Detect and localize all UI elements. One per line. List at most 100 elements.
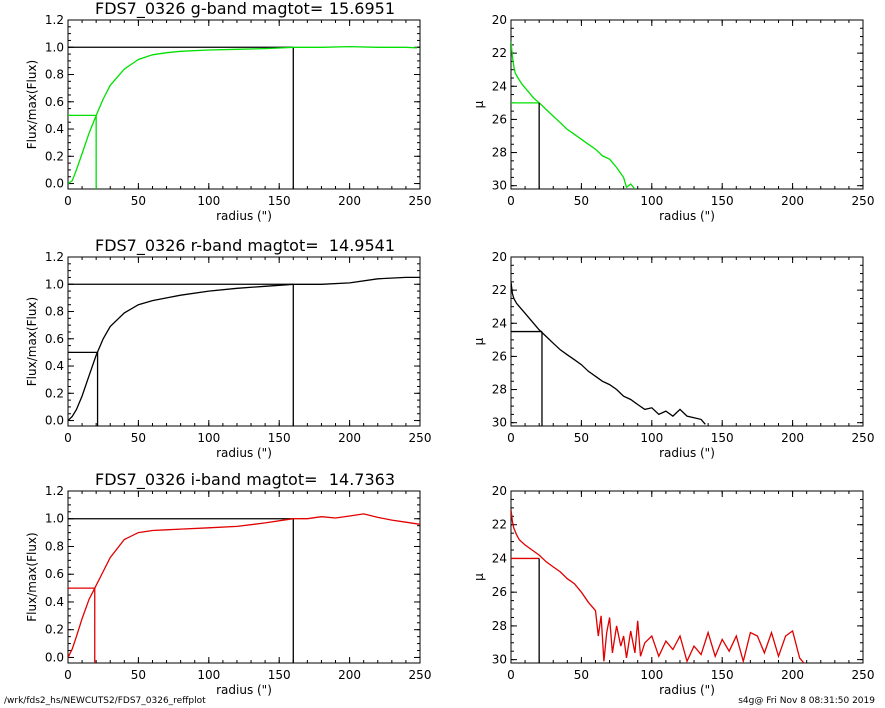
panel5-xtick-label: 150: [268, 668, 291, 682]
panel5-xtick-label: 50: [131, 668, 146, 682]
panel4-xtick-label: 250: [852, 431, 875, 445]
panel5-series-line: [68, 513, 420, 658]
panel5-frame: [67, 490, 421, 664]
panel4-xtick-label: 0: [507, 431, 515, 445]
panel6-xlabel: radius ("): [659, 683, 715, 697]
panel1-ytick-label: 0.0: [45, 177, 64, 191]
panel2-xtick-label: 50: [574, 194, 589, 208]
panel3-xlabel: radius ("): [216, 446, 272, 460]
panel2-xtick-label: 200: [781, 194, 804, 208]
panel2-xlabel: radius ("): [659, 209, 715, 223]
panel2-frame: [510, 19, 864, 190]
panel6-xtick-label: 0: [507, 668, 515, 682]
panel4-frame: [510, 256, 864, 427]
panel3-xtick-label: 50: [131, 431, 146, 445]
panel1-ytick-label: 1.0: [45, 40, 64, 54]
panel1-series-line: [68, 45, 418, 185]
panel5-xtick-label: 0: [64, 668, 72, 682]
panel5-ytick-label: 0.6: [45, 567, 64, 581]
panel6-xtick-label: 150: [711, 668, 734, 682]
panel3-ytick-label: 0.6: [45, 332, 64, 346]
panel2-ylabel: μ: [472, 100, 486, 108]
panel2-xtick-label: 150: [711, 194, 734, 208]
panel3-frame: [67, 256, 421, 427]
panel5-magtot-value: 14.7363: [329, 470, 395, 489]
panel1-magtot-value: 15.6951: [329, 0, 395, 18]
panel3-series-line: [68, 276, 420, 421]
panel5-xtick-label: 100: [197, 668, 220, 682]
panel3-magtot-value: 14.9541: [329, 236, 395, 255]
panel4-ytick-label: 22: [492, 283, 507, 297]
panel4-xlabel: radius ("): [659, 446, 715, 460]
panel1-xtick-label: 200: [338, 194, 361, 208]
panel1-ytick-label: 0.8: [45, 68, 64, 82]
panel6-xtick-label: 50: [574, 668, 589, 682]
panel3-title: FDS7_0326 r-band magtot=: [95, 236, 319, 256]
panel1-ytick-label: 0.6: [45, 95, 64, 109]
panel6-ytick-label: 20: [492, 484, 507, 498]
panel6-ytick-label: 30: [492, 653, 507, 667]
panel3-ylabel: Flux/max(Flux): [25, 297, 39, 386]
panel4-xtick-label: 200: [781, 431, 804, 445]
panel6-frame: [510, 490, 864, 664]
panel3-xtick-label: 0: [64, 431, 72, 445]
panel5-ytick-label: 0.4: [45, 595, 64, 609]
file-path-label: /wrk/fds2_hs/NEWCUTS2/FDS7_0326_reffplot: [4, 696, 206, 706]
panel5-ytick-label: 0.0: [45, 650, 64, 664]
panel3-ytick-label: 0.2: [45, 386, 64, 400]
panel2-ytick-label: 26: [492, 112, 507, 126]
panel6-xtick-label: 250: [852, 668, 875, 682]
panel3-ytick-label: 1.0: [45, 277, 64, 291]
panel1-xtick-label: 150: [268, 194, 291, 208]
panel1-title: FDS7_0326 g-band magtot=: [95, 0, 323, 19]
panel5-ytick-label: 1.0: [45, 512, 64, 526]
panel1-frame: [67, 19, 421, 190]
panel4-xtick-label: 100: [640, 431, 663, 445]
timestamp-label: s4g@ Fri Nov 8 08:31:50 2019: [738, 696, 875, 706]
panel4-ytick-label: 24: [492, 316, 507, 330]
panel3-xtick-label: 150: [268, 431, 291, 445]
panel4-ytick-label: 28: [492, 383, 507, 397]
panel4-ylabel: μ: [472, 337, 486, 345]
panel1-ytick-label: 1.2: [45, 13, 64, 27]
panel4-xtick-label: 50: [574, 431, 589, 445]
panel6-xtick-label: 200: [781, 668, 804, 682]
panel2-xtick-label: 0: [507, 194, 515, 208]
panel5-title: FDS7_0326 i-band magtot=: [95, 470, 318, 490]
panel6-ytick-label: 28: [492, 619, 507, 633]
panel2-series-line: [511, 41, 636, 189]
panel1-xtick-label: 0: [64, 194, 72, 208]
panel1-xtick-label: 50: [131, 194, 146, 208]
panel1-ylabel: Flux/max(Flux): [25, 60, 39, 149]
panel5-xtick-label: 200: [338, 668, 361, 682]
panel5-ytick-label: 0.8: [45, 539, 64, 553]
panel6-xtick-label: 100: [640, 668, 663, 682]
panel3-ytick-label: 0.8: [45, 305, 64, 319]
panel5-ylabel: Flux/max(Flux): [25, 532, 39, 621]
panel4-xtick-label: 150: [711, 431, 734, 445]
panel3-ytick-label: 0.0: [45, 414, 64, 428]
panel6-ylabel: μ: [472, 573, 486, 581]
panel2-ytick-label: 20: [492, 13, 507, 27]
panel1-xtick-label: 100: [197, 194, 220, 208]
panel4-ytick-label: 30: [492, 416, 507, 430]
panel4-ytick-label: 20: [492, 250, 507, 264]
panel2-xtick-label: 100: [640, 194, 663, 208]
panel3-xtick-label: 200: [338, 431, 361, 445]
panel6-ytick-label: 24: [492, 551, 507, 565]
panel6-series-line: [511, 509, 805, 663]
panel3-xtick-label: 100: [197, 431, 220, 445]
panel1-ytick-label: 0.4: [45, 122, 64, 136]
panel4-series-line: [511, 281, 706, 425]
panel2-xtick-label: 250: [852, 194, 875, 208]
panel4-ytick-label: 26: [492, 349, 507, 363]
panel6-ytick-label: 22: [492, 518, 507, 532]
panel3-xtick-label: 250: [409, 431, 432, 445]
panel2-ytick-label: 28: [492, 146, 507, 160]
panel2-ytick-label: 24: [492, 79, 507, 93]
panel5-ytick-label: 0.2: [45, 623, 64, 637]
panel2-ytick-label: 22: [492, 46, 507, 60]
panel5-xlabel: radius ("): [216, 683, 272, 697]
panel1-xlabel: radius ("): [216, 209, 272, 223]
